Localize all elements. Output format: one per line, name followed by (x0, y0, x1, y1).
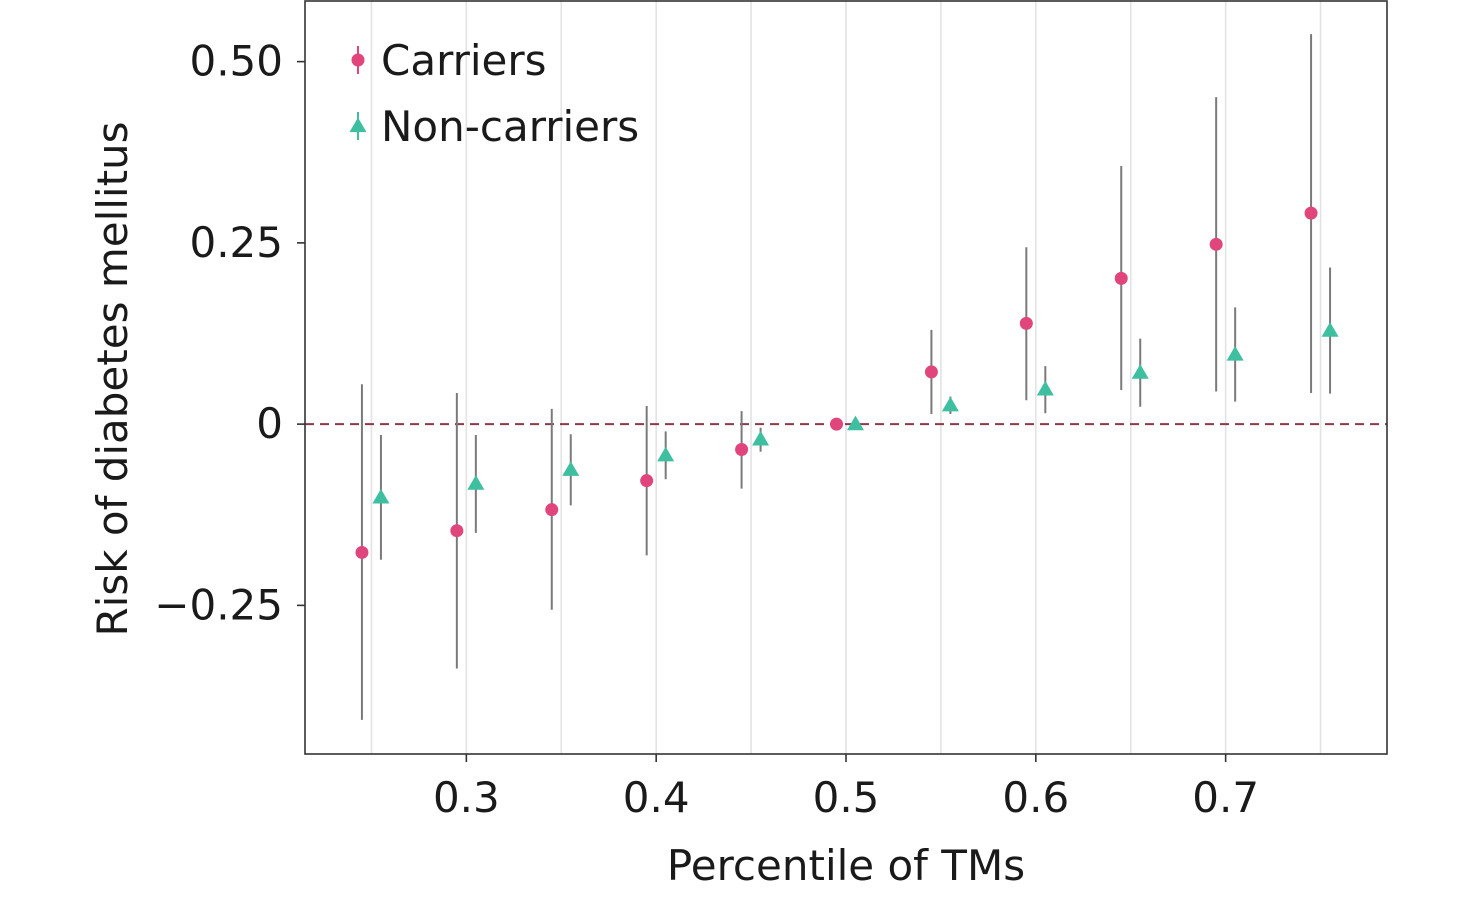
point-carriers (735, 443, 749, 456)
point-carriers (830, 417, 843, 431)
y-axis-title: Risk of diabetes mellitus (88, 121, 137, 636)
point-non-carriers (1131, 364, 1149, 379)
y-axis-ticks: 0.50 0.25 0 −0.25 (154, 37, 305, 629)
y-tick-label: −0.25 (154, 580, 283, 629)
point-carriers (1114, 271, 1128, 285)
x-tick-label: 0.5 (813, 773, 880, 822)
x-tick-label: 0.4 (623, 773, 690, 822)
grid-lines (370, 0, 1322, 754)
point-carriers (924, 365, 938, 379)
point-carriers (450, 524, 464, 538)
point-non-carriers (657, 446, 675, 462)
point-carriers (1209, 237, 1223, 251)
y-tick-label: 0.50 (189, 37, 283, 86)
point-non-carriers (752, 430, 770, 446)
legend-key-marker (351, 53, 365, 67)
x-tick-label: 0.7 (1192, 773, 1259, 822)
point-carriers (1304, 206, 1318, 220)
point-non-carriers (941, 396, 959, 412)
point-non-carriers (1321, 322, 1339, 337)
point-non-carriers (467, 475, 485, 490)
point-carriers (355, 545, 369, 559)
point-non-carriers (562, 461, 580, 476)
point-carriers (640, 474, 654, 488)
x-axis-title: Percentile of TMs (667, 841, 1025, 890)
legend: Carriers Non-carriers (349, 36, 639, 151)
y-tick-label: 0.25 (189, 218, 283, 267)
point-non-carriers (1226, 346, 1244, 361)
legend-label: Carriers (381, 36, 547, 85)
point-non-carriers (1036, 380, 1054, 396)
y-tick-label: 0 (256, 399, 283, 448)
x-axis-ticks: 0.3 0.4 0.5 0.6 0.7 (433, 754, 1259, 822)
point-carriers (545, 503, 559, 517)
legend-key-marker (349, 117, 367, 133)
point-carriers (1019, 316, 1033, 330)
point-non-carriers (847, 415, 864, 431)
legend-label: Non-carriers (381, 102, 639, 151)
point-non-carriers (372, 488, 390, 504)
data-points (355, 206, 1339, 559)
x-tick-label: 0.3 (433, 773, 500, 822)
x-tick-label: 0.6 (1002, 773, 1069, 822)
